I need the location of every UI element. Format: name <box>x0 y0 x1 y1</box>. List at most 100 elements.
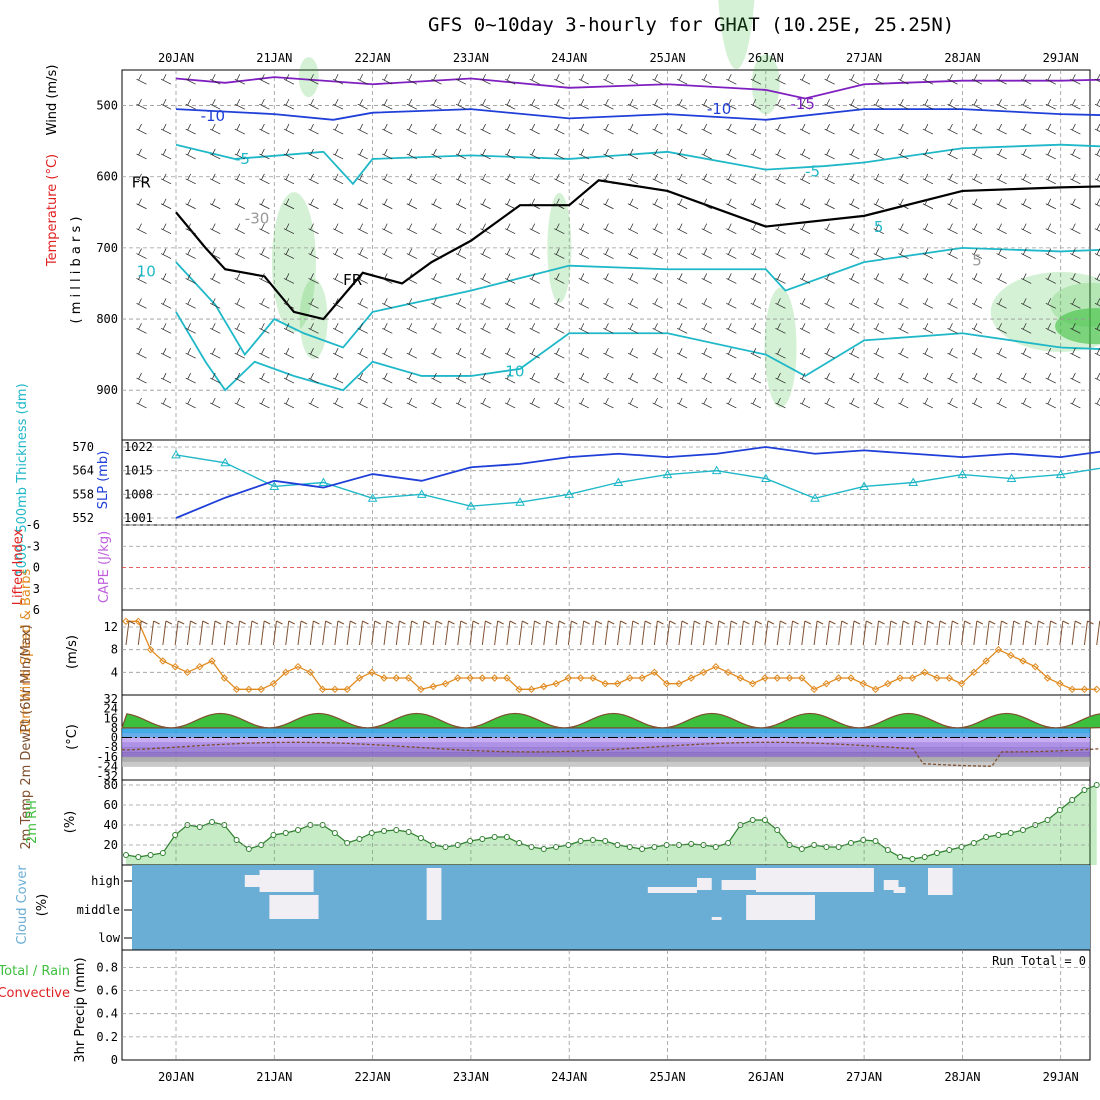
wind-barb <box>971 273 983 284</box>
wind-barb <box>947 348 958 359</box>
wind-barb <box>627 348 639 359</box>
wind-barb <box>160 198 172 210</box>
wind-barb-10m <box>162 620 173 646</box>
wind-barb-10m <box>1071 620 1082 646</box>
wind-barb <box>210 323 221 334</box>
wind-barb-10m <box>371 620 381 646</box>
wind-barb <box>750 198 762 210</box>
wind-barb <box>480 273 491 284</box>
wind-barb <box>308 98 319 110</box>
wind-barb-10m <box>875 620 885 646</box>
wind-barb <box>136 98 147 110</box>
wind-barb <box>210 223 221 234</box>
wind-barb <box>799 248 811 259</box>
rh-point <box>381 828 388 834</box>
wind-barb <box>677 198 688 210</box>
wind-barb <box>431 148 442 160</box>
wind-barb <box>726 148 737 160</box>
top-day-label: 25JAN <box>649 51 685 65</box>
wind-barb <box>701 248 712 259</box>
wind-barb <box>529 74 540 85</box>
wind-barb <box>480 323 491 334</box>
rh-point <box>147 852 154 858</box>
rh-point <box>245 846 252 852</box>
thickness-axis-label: 1000~500mb Thickness (dm) <box>15 383 30 576</box>
wind-speed-point <box>1056 679 1064 688</box>
wind-barb <box>627 198 639 210</box>
wind-barb <box>504 123 516 135</box>
top-day-label: 28JAN <box>944 51 980 65</box>
wind-speed-point <box>810 685 818 694</box>
wind-barb <box>1045 298 1056 309</box>
wind-barb <box>627 173 639 185</box>
cloud-block <box>927 868 953 895</box>
temp-band <box>122 756 1090 763</box>
wind-speed-point <box>1080 685 1089 694</box>
wind-barb <box>529 198 540 210</box>
wind-barb-10m <box>666 620 676 646</box>
wind-barb <box>726 397 737 409</box>
wind-barb <box>504 273 516 284</box>
wind-barb <box>922 323 934 334</box>
wind-barb <box>234 173 245 185</box>
wind-barb <box>775 198 786 210</box>
wind-barb <box>996 248 1007 259</box>
thickness-point <box>908 477 919 486</box>
wind-barb <box>382 298 393 309</box>
temp-band <box>122 751 1090 758</box>
wind-barb <box>1070 98 1081 110</box>
wind-barb <box>652 273 663 284</box>
wind-barb-10m <box>567 620 578 646</box>
cloud-block <box>755 868 874 892</box>
wind-10m-panel: 4 8 12 <box>104 609 1100 696</box>
wind-barb-10m <box>186 620 197 646</box>
rh-point <box>749 817 756 823</box>
wind-barb-10m <box>346 620 357 646</box>
wind-barb <box>406 248 417 259</box>
wind-barb <box>185 372 196 384</box>
rh-point <box>123 852 129 858</box>
wind-barb-10m <box>1083 620 1094 646</box>
wind-barb <box>1094 148 1100 157</box>
wind-barb <box>234 148 245 160</box>
rh-point <box>516 840 523 846</box>
rh-point <box>270 832 277 838</box>
wind-barb <box>210 173 221 185</box>
wind-barb <box>652 397 663 409</box>
wind-barb <box>332 98 344 110</box>
wind-barb-10m <box>1059 620 1070 646</box>
wind-barb <box>480 298 491 309</box>
wind-barb <box>873 74 884 85</box>
cloud-block <box>746 895 815 920</box>
wind-barb <box>996 98 1007 110</box>
thickness-point <box>859 481 869 490</box>
wind-barb-10m <box>985 620 996 646</box>
cloud-block <box>883 880 899 890</box>
wind-barb-10m <box>936 620 947 646</box>
wind-speed-point <box>896 674 904 682</box>
wind-barb <box>234 298 245 309</box>
wind-barb <box>652 372 663 384</box>
wind-barb <box>922 74 934 85</box>
lifted-index-axis-label: Lifted Index <box>11 528 26 605</box>
wind-speed-point <box>220 674 229 682</box>
wind-barb <box>529 323 540 334</box>
wind-barb <box>210 348 221 359</box>
wind-speed-point <box>785 674 794 682</box>
wind-barb-10m <box>297 620 308 646</box>
wind-barb <box>283 323 295 334</box>
wind-barb <box>824 173 835 185</box>
wind-barb <box>627 372 639 384</box>
wind-barb <box>554 98 565 110</box>
rh-point <box>1044 817 1051 823</box>
wind-barb <box>332 397 344 409</box>
wind-barb <box>529 173 540 185</box>
temp-band <box>122 727 1090 734</box>
wind-barb <box>996 74 1007 85</box>
wind-barb <box>726 98 737 110</box>
wind-barb <box>259 173 270 185</box>
wind-barb <box>873 273 884 284</box>
wind-speed-point <box>564 674 573 682</box>
wind-barb <box>234 98 245 110</box>
wind-barb <box>431 173 442 185</box>
